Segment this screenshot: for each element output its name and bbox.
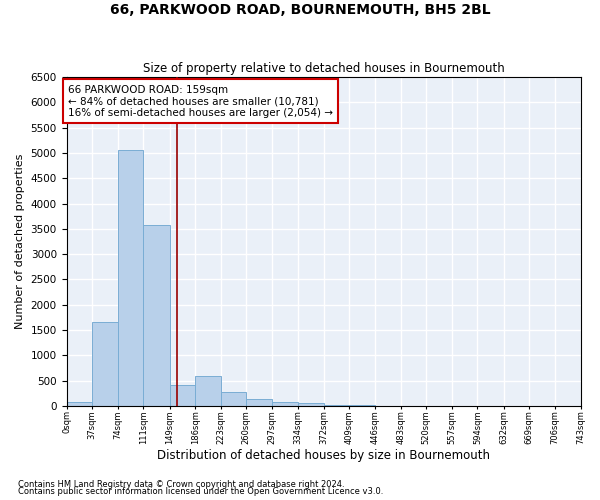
Text: Contains HM Land Registry data © Crown copyright and database right 2024.: Contains HM Land Registry data © Crown c… [18, 480, 344, 489]
Bar [298, 404, 324, 406]
Y-axis label: Number of detached properties: Number of detached properties [15, 154, 25, 329]
Bar [92, 322, 118, 406]
Bar [195, 376, 221, 406]
X-axis label: Distribution of detached houses by size in Bournemouth: Distribution of detached houses by size … [157, 450, 490, 462]
Bar [67, 402, 92, 406]
Bar [221, 392, 247, 406]
Bar [143, 225, 170, 406]
Bar [324, 405, 349, 406]
Text: 66, PARKWOOD ROAD, BOURNEMOUTH, BH5 2BL: 66, PARKWOOD ROAD, BOURNEMOUTH, BH5 2BL [110, 2, 490, 16]
Text: Contains public sector information licensed under the Open Government Licence v3: Contains public sector information licen… [18, 487, 383, 496]
Text: 66 PARKWOOD ROAD: 159sqm
← 84% of detached houses are smaller (10,781)
16% of se: 66 PARKWOOD ROAD: 159sqm ← 84% of detach… [68, 84, 333, 118]
Bar [170, 384, 195, 406]
Bar [247, 399, 272, 406]
Bar [118, 150, 143, 406]
Bar [272, 402, 298, 406]
Title: Size of property relative to detached houses in Bournemouth: Size of property relative to detached ho… [143, 62, 505, 74]
